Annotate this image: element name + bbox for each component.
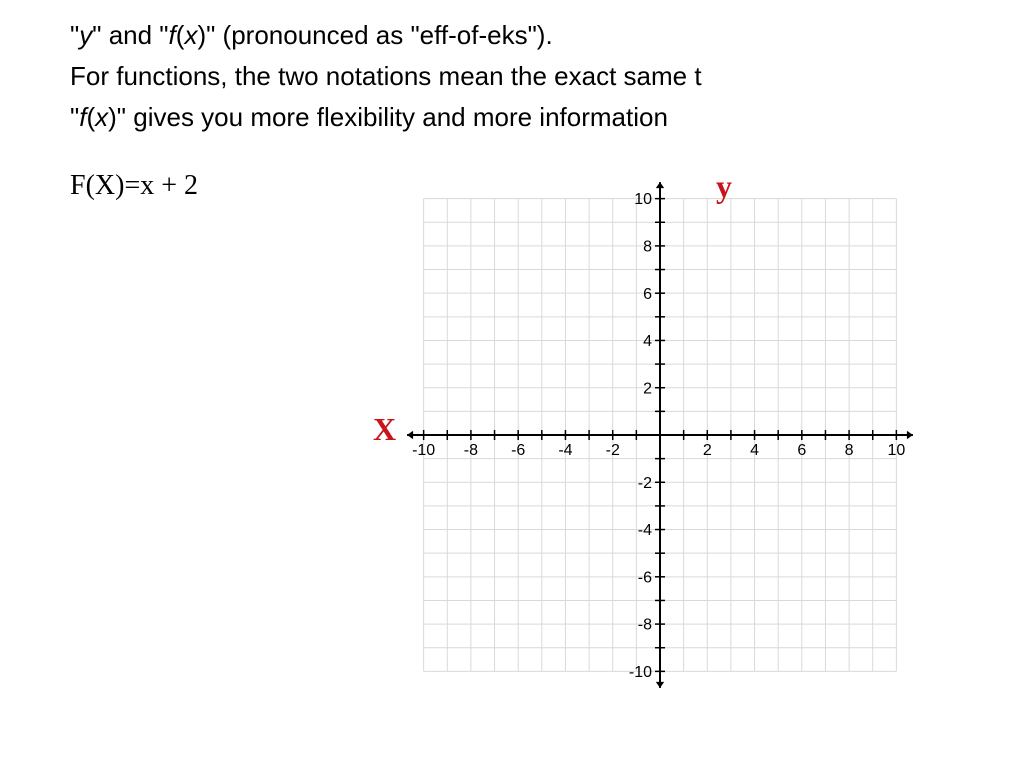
svg-text:-2: -2 <box>606 442 620 459</box>
text-fragment: )" gives you more flexibility and more i… <box>108 102 668 132</box>
svg-text:8: 8 <box>845 442 854 459</box>
svg-text:-2: -2 <box>638 475 652 492</box>
text-line-3: "f(x)" gives you more flexibility and mo… <box>70 100 1010 135</box>
x-variable: x <box>184 20 197 50</box>
svg-text:6: 6 <box>643 286 652 303</box>
svg-text:-4: -4 <box>638 522 652 539</box>
y-variable: y <box>79 20 92 50</box>
quote: " <box>70 20 79 50</box>
text-line-1: "y" and "f(x)" (pronounced as "eff-of-ek… <box>70 18 1010 53</box>
function-equation: F(X)=x + 2 <box>70 170 198 202</box>
x-variable: x <box>95 102 108 132</box>
svg-text:10: 10 <box>887 442 905 459</box>
svg-text:-6: -6 <box>638 569 652 586</box>
svg-text:-10: -10 <box>629 664 652 681</box>
handwritten-x-label: X <box>373 411 396 448</box>
text-line-2: For functions, the two notations mean th… <box>70 59 1010 94</box>
coordinate-grid: -10 -8 -6 -4 -2 2 4 6 8 10 10 8 6 4 2 -2 -4 -6 -8 -10 <box>400 175 920 695</box>
svg-text:8: 8 <box>643 239 652 256</box>
svg-text:2: 2 <box>643 380 652 397</box>
quote: " <box>70 102 79 132</box>
paren: ( <box>86 102 95 132</box>
body-text: "y" and "f(x)" (pronounced as "eff-of-ek… <box>70 18 1010 141</box>
graph-svg: -10 -8 -6 -4 -2 2 4 6 8 10 10 8 6 4 2 -2 -4 -6 -8 -10 <box>400 175 920 695</box>
handwritten-y-label: y <box>716 168 732 205</box>
svg-text:10: 10 <box>634 191 652 208</box>
text-fragment: " and " <box>92 20 168 50</box>
svg-text:6: 6 <box>797 442 806 459</box>
svg-text:4: 4 <box>750 442 759 459</box>
svg-text:4: 4 <box>643 333 652 350</box>
svg-text:-4: -4 <box>558 442 572 459</box>
svg-text:-8: -8 <box>638 617 652 634</box>
page: "y" and "f(x)" (pronounced as "eff-of-ek… <box>0 0 1024 768</box>
svg-text:2: 2 <box>703 442 712 459</box>
svg-text:-10: -10 <box>412 442 435 459</box>
svg-text:-6: -6 <box>511 442 525 459</box>
f-letter: f <box>169 20 176 50</box>
text-fragment: )" (pronounced as "eff-of-eks"). <box>197 20 552 50</box>
svg-text:-8: -8 <box>464 442 478 459</box>
